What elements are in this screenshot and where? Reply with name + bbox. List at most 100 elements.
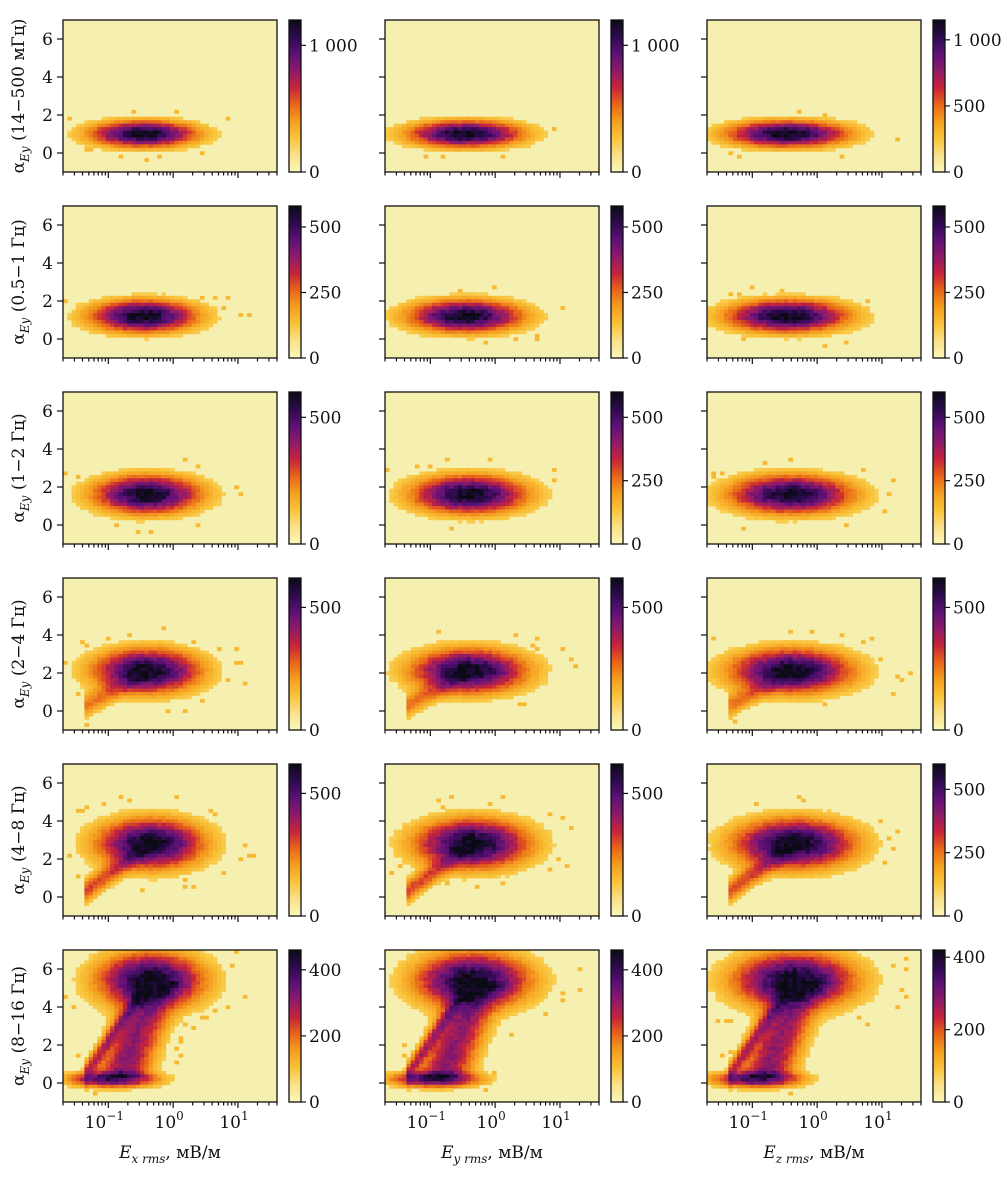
heatmap-cell [856, 509, 862, 514]
heatmap-cell [487, 323, 493, 328]
heatmap-cell [397, 499, 403, 503]
heatmap-cell [84, 309, 90, 314]
heatmap-cell [414, 323, 420, 328]
heatmap-cell [736, 127, 742, 131]
heatmap-cell [839, 130, 845, 135]
heatmap-cell [67, 116, 72, 121]
heatmap-cell [856, 485, 862, 490]
heatmap-cell [110, 492, 115, 497]
heatmap-cell [406, 313, 412, 317]
heatmap-cell [715, 499, 721, 503]
heatmap-cell [118, 127, 124, 131]
heatmap-cell [724, 140, 729, 145]
heatmap-cell [165, 330, 171, 335]
heatmap-cell [144, 120, 149, 125]
heatmap-cell [140, 664, 145, 669]
heatmap-cell [182, 326, 188, 331]
heatmap-cell [547, 492, 553, 497]
heatmap-cell [170, 302, 175, 307]
heatmap-cell [389, 134, 394, 138]
heatmap-cell [754, 478, 759, 483]
heatmap-cell [483, 499, 489, 503]
heatmap-cell [88, 506, 94, 510]
heatmap-cell [766, 333, 772, 338]
heatmap-cell [182, 474, 188, 479]
heatmap-cell [152, 685, 158, 689]
heatmap-cell [161, 474, 167, 479]
heatmap-cell [822, 130, 828, 135]
heatmap-cell [732, 323, 738, 328]
heatmap-cell [182, 299, 188, 304]
heatmap-cell [457, 660, 463, 665]
heatmap-cell [826, 502, 832, 507]
heatmap-cell [414, 330, 420, 335]
heatmap-cell [848, 485, 853, 490]
heatmap-cell [178, 509, 184, 514]
heatmap-cell [741, 502, 746, 507]
heatmap-cell [453, 292, 459, 297]
heatmap-cell [715, 502, 721, 507]
heatmap-cell [199, 295, 205, 300]
heatmap-cell [195, 509, 201, 514]
heatmap-cell [822, 113, 828, 118]
heatmap-cell [148, 509, 154, 514]
heatmap-cell [775, 144, 781, 149]
heatmap-cell [432, 650, 437, 655]
heatmap-cell [839, 123, 845, 128]
heatmap-cell [135, 302, 141, 307]
heatmap-cell [402, 326, 407, 331]
heatmap-cell [204, 502, 209, 507]
heatmap-cell [152, 502, 158, 507]
heatmap-cell [157, 333, 162, 338]
heatmap-cell [754, 509, 759, 514]
heatmap-cell [414, 650, 420, 655]
heatmap-cell [483, 320, 489, 324]
heatmap-cell [848, 474, 853, 479]
heatmap-cell [487, 495, 493, 500]
heatmap-cell [427, 654, 433, 658]
heatmap-cell [843, 302, 849, 307]
heatmap-cell [131, 495, 137, 500]
heatmap-cell [453, 471, 459, 476]
heatmap-cell [848, 316, 853, 321]
heatmap-cell [784, 137, 789, 142]
heatmap-cell [861, 485, 866, 490]
heatmap-cell [724, 495, 729, 500]
heatmap-cell [444, 485, 450, 490]
heatmap-cell [84, 302, 90, 307]
heatmap-cell [419, 313, 424, 317]
heatmap-cell [195, 120, 201, 125]
heatmap-cell [805, 488, 811, 493]
heatmap-cell [419, 688, 424, 693]
heatmap-cell [444, 302, 450, 307]
heatmap-cell [161, 123, 167, 128]
heatmap-cell [809, 512, 815, 517]
heatmap-cell [165, 313, 171, 317]
heatmap-cell [178, 643, 184, 648]
heatmap-cell [84, 681, 90, 686]
heatmap-cell [895, 137, 900, 142]
heatmap-cell [453, 512, 459, 517]
heatmap-cell [101, 660, 107, 665]
heatmap-cell [157, 492, 162, 497]
heatmap-cell [788, 488, 793, 493]
heatmap-cell [814, 147, 819, 152]
heatmap-cell [517, 134, 523, 138]
heatmap-cell [526, 144, 531, 149]
heatmap-cell [187, 306, 192, 311]
heatmap-cell [199, 151, 205, 156]
heatmap-cell [199, 485, 205, 490]
heatmap-cell [410, 481, 416, 486]
heatmap-cell [410, 485, 416, 490]
heatmap-cell [178, 326, 184, 331]
heatmap-cell [775, 499, 781, 503]
heatmap-cell [719, 492, 725, 497]
heatmap-cell [822, 330, 828, 335]
heatmap-cell [75, 323, 81, 328]
heatmap-cell [792, 516, 798, 521]
heatmap-cell [861, 137, 866, 142]
heatmap-cell [135, 678, 141, 683]
heatmap-cell [122, 323, 128, 328]
heatmap-cell [509, 130, 514, 135]
